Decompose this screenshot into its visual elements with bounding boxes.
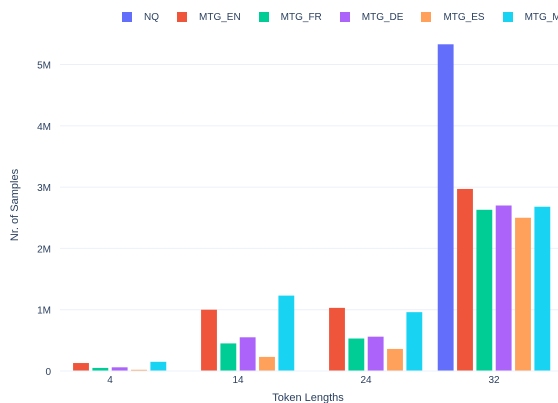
- legend-swatch: [258, 12, 269, 22]
- legend-item[interactable]: MTG_ES: [421, 11, 485, 23]
- x-tick-label: 24: [360, 375, 372, 386]
- bar-mtg_de-32: [495, 205, 512, 371]
- y-tick-label: 2M: [37, 244, 51, 255]
- bar-mtg_multi-4: [150, 361, 167, 371]
- bar-mtg_en-32: [457, 188, 473, 371]
- legend-item[interactable]: MTG_MULTI: [502, 11, 558, 23]
- bar-mtg_en-24: [329, 307, 345, 371]
- bar-mtg_multi-24: [406, 312, 423, 371]
- legend-swatch: [502, 12, 513, 22]
- legend-label: MTG_FR: [280, 11, 322, 23]
- bar-mtg_en-14: [201, 309, 217, 371]
- x-axis-title: Token Lengths: [272, 392, 344, 403]
- legend-label: MTG_MULTI: [524, 11, 558, 23]
- legend-swatch: [177, 12, 187, 22]
- bar-mtg_es-14: [259, 356, 275, 371]
- legend-swatch: [421, 12, 432, 22]
- bar-mtg_multi-32: [534, 206, 551, 371]
- legend-label: MTG_DE: [361, 11, 404, 23]
- bar-mtg_es-24: [387, 348, 403, 371]
- bar-mtg_fr-4: [92, 367, 109, 371]
- legend-item[interactable]: MTG_FR: [258, 11, 322, 23]
- y-tick-label: 4M: [37, 122, 51, 133]
- legend-item[interactable]: MTG_DE: [339, 11, 404, 23]
- legend-swatch: [339, 12, 350, 22]
- legend-item[interactable]: MTG_EN: [177, 12, 241, 23]
- legend-swatch: [122, 12, 132, 22]
- bar-mtg_fr-14: [220, 343, 237, 371]
- bar-mtg_de-4: [111, 367, 128, 371]
- bar-mtg_multi-14: [278, 295, 295, 371]
- y-axis-title: Nr. of Samples: [9, 168, 21, 241]
- bar-mtg_fr-24: [348, 338, 365, 371]
- bar-mtg_es-4: [131, 369, 147, 371]
- bar-mtg_de-24: [367, 336, 384, 371]
- bar-mtg_es-32: [515, 217, 531, 371]
- bar-mtg_fr-32: [476, 209, 493, 371]
- bar-nq-32: [437, 44, 454, 371]
- legend-label: MTG_ES: [443, 11, 485, 23]
- bar-mtg_en-4: [73, 363, 89, 371]
- x-tick-label: 14: [232, 375, 244, 386]
- chart-legend: NQ MTG_EN MTG_FR MTG_DE MTG_ES MTG_MULTI: [122, 8, 558, 26]
- y-tick-label: 0: [45, 367, 51, 378]
- legend-item[interactable]: NQ: [122, 12, 159, 23]
- bar-mtg_de-14: [239, 337, 256, 371]
- legend-label: MTG_EN: [199, 11, 241, 23]
- legend-label: NQ: [144, 11, 159, 23]
- y-tick-label: 3M: [37, 183, 51, 194]
- x-tick-label: 4: [107, 375, 113, 386]
- x-tick-label: 32: [488, 375, 500, 386]
- y-tick-label: 1M: [37, 306, 51, 317]
- y-tick-label: 5M: [37, 61, 51, 72]
